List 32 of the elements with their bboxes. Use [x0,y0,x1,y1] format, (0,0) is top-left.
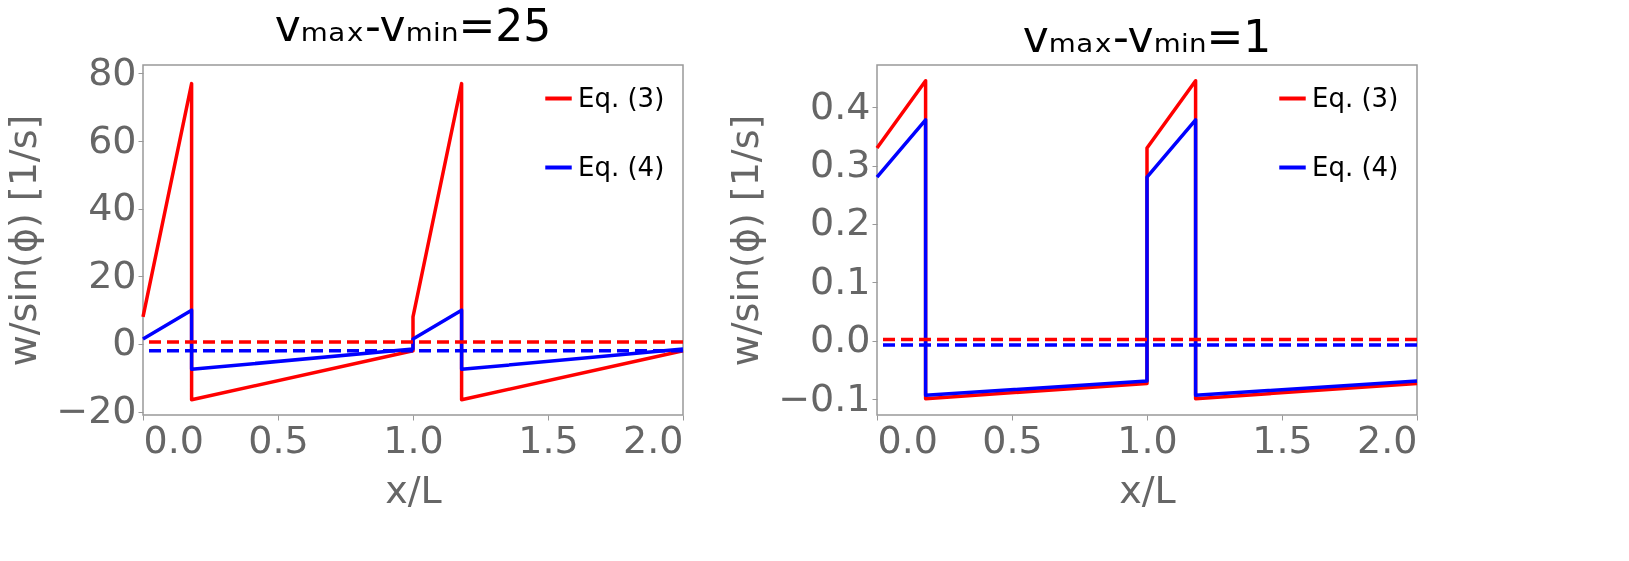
y-tick-label: 0 [112,320,137,365]
y-tick-label: 0.1 [810,258,871,303]
x-tick-label: 1.5 [1252,417,1313,462]
y-tick-label: −0.1 [778,375,871,420]
legend-label: Eq. (3) [578,82,665,113]
x-tick-label: 1.0 [383,417,444,462]
y-tick-label: 80 [88,49,137,94]
x-tick-label: 0.5 [982,417,1043,462]
y-tick-label: 20 [88,252,137,297]
x-axis-title: x/L [1119,467,1176,512]
x-tick-label: 1.5 [518,417,579,462]
x-tick-label: 0.0 [143,417,204,462]
x-tick-label: 2.0 [623,417,684,462]
y-tick-label: −20 [56,388,137,433]
legend-label: Eq. (3) [1312,82,1399,113]
x-axis-title: x/L [385,467,442,512]
y-tick-label: 0.0 [810,317,871,362]
chart-title: vₘₐₓ-vₘᵢₙ=25 [274,0,552,52]
chart-title: vₘₐₓ-vₘᵢₙ=1 [1022,11,1272,62]
y-tick-label: 40 [88,185,137,230]
legend-label: Eq. (4) [578,151,665,182]
x-tick-label: 0.5 [248,417,309,462]
y-tick-label: 60 [88,117,137,162]
legend-label: Eq. (4) [1312,151,1399,182]
x-tick-label: 2.0 [1357,417,1418,462]
y-axis-title: w/sin(ϕ) [1/s] [1,114,46,367]
x-tick-label: 1.0 [1117,417,1178,462]
y-tick-label: 0.2 [810,200,871,245]
x-tick-label: 0.0 [877,417,938,462]
y-tick-label: 0.4 [810,83,871,128]
y-tick-label: 0.3 [810,142,871,186]
y-axis-title: w/sin(ϕ) [1/s] [723,114,768,367]
